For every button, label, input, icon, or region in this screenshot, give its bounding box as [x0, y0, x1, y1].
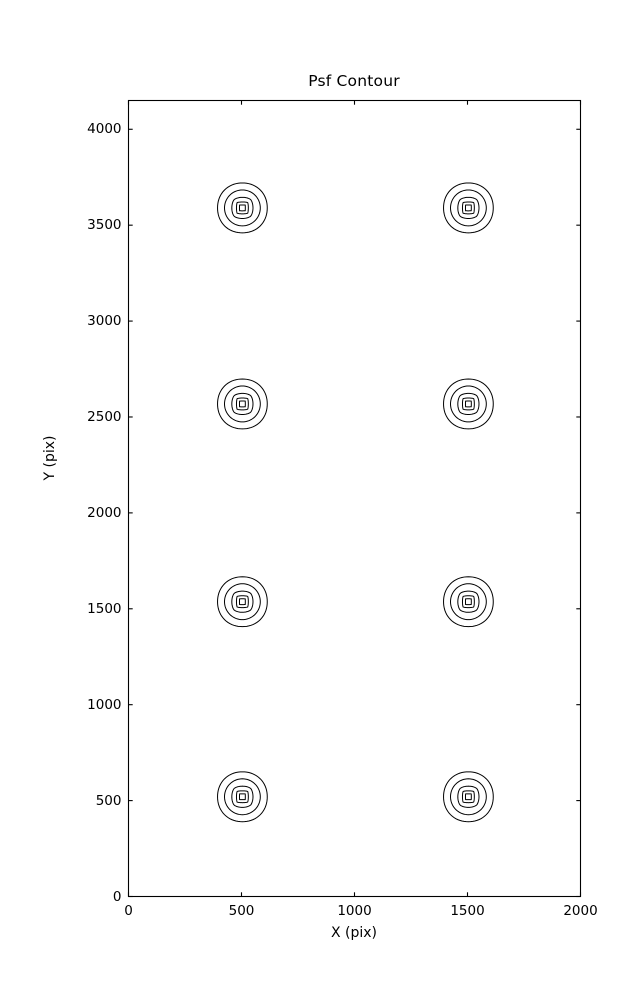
x-axis-label: X (pix) [330, 925, 378, 941]
psf-contours [217, 182, 494, 823]
x-tick-label: 500 [228, 902, 255, 919]
psf-contour-source [443, 182, 494, 234]
y-tick-label: 2500 [87, 408, 122, 425]
chart-title: Psf Contour [308, 72, 400, 90]
y-tick-label: 2000 [87, 504, 122, 521]
psf-contour-source [443, 771, 494, 823]
x-tick-label: 1000 [337, 902, 372, 919]
psf-contour-source [217, 182, 268, 234]
x-tick-label: 0 [124, 902, 133, 919]
y-tick-label: 3500 [87, 217, 122, 234]
y-tick-label: 1500 [87, 600, 122, 617]
x-tick-label: 1500 [450, 902, 485, 919]
axes-frame [127, 99, 582, 898]
psf-contour-source [217, 576, 268, 628]
psf-contour-source [217, 378, 268, 430]
psf-contour-source [443, 378, 494, 430]
x-tick-label: 2000 [563, 902, 598, 919]
x-axis-ticks [127, 100, 582, 897]
y-tick-label: 0 [112, 888, 122, 905]
psf-contour-source [217, 771, 268, 823]
y-tick-label: 3000 [87, 313, 122, 330]
psf-contour-source [443, 576, 494, 628]
y-axis-ticks [128, 128, 581, 898]
y-tick-label: 4000 [87, 121, 122, 138]
y-tick-label: 1000 [87, 696, 122, 713]
y-tick-label: 500 [95, 792, 122, 809]
y-axis-label: Y (pix) [42, 435, 58, 481]
